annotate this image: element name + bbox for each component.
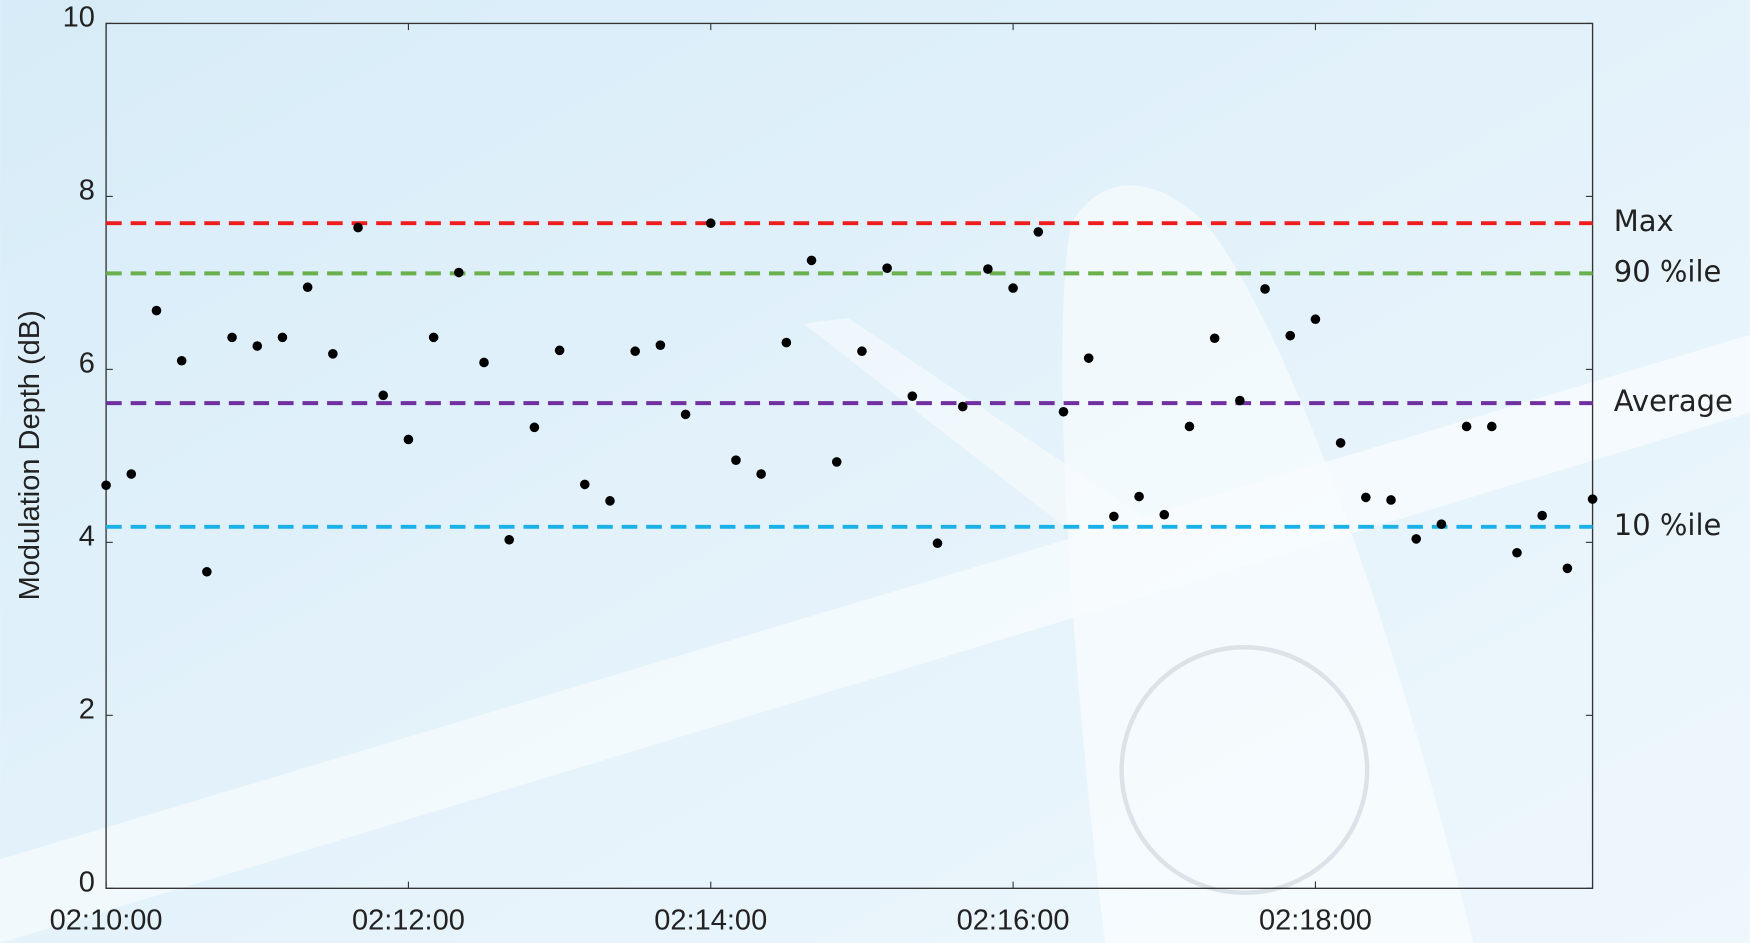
data-point — [630, 346, 640, 357]
data-point — [857, 346, 867, 357]
data-point — [907, 391, 918, 401]
x-tick-label: 02:12:00 — [352, 904, 465, 936]
data-point — [1109, 511, 1119, 522]
y-tick-label: 2 — [79, 694, 95, 726]
data-point — [1134, 491, 1144, 502]
data-point — [983, 264, 993, 274]
x-tick-label: 02:18:00 — [1259, 904, 1372, 936]
data-point — [1184, 421, 1195, 432]
reference-label: 90 %ile — [1614, 254, 1722, 288]
data-point — [1033, 227, 1044, 237]
data-point — [202, 566, 212, 577]
data-point — [151, 305, 162, 316]
y-tick-label: 6 — [79, 348, 95, 380]
data-point — [731, 455, 741, 465]
y-tick-label: 4 — [79, 521, 95, 553]
data-point — [781, 337, 792, 348]
data-point — [176, 355, 187, 366]
data-point — [302, 282, 313, 293]
data-point — [1310, 314, 1321, 325]
data-point — [378, 390, 389, 401]
data-point — [1436, 519, 1447, 530]
data-point — [932, 538, 943, 549]
data-point — [479, 357, 489, 368]
data-point — [1562, 563, 1573, 574]
data-point — [277, 332, 288, 343]
data-point — [1537, 510, 1547, 521]
data-point — [1083, 353, 1094, 363]
x-tick-label: 02:10:00 — [50, 904, 163, 936]
x-tick-label: 02:14:00 — [654, 904, 767, 936]
data-point — [428, 332, 439, 343]
data-point — [1461, 421, 1472, 432]
plot-frame — [105, 22, 1594, 889]
data-point — [1386, 495, 1396, 505]
data-point — [957, 401, 968, 412]
data-point — [1587, 494, 1598, 504]
data-point — [1235, 395, 1245, 406]
data-point — [554, 345, 565, 356]
data-point — [605, 496, 615, 506]
turbine-backdrop — [0, 185, 1750, 943]
reference-label: Average — [1614, 384, 1733, 418]
data-point — [831, 457, 842, 467]
data-point — [353, 222, 363, 233]
x-tick-label: 02:16:00 — [957, 904, 1070, 936]
data-point — [1486, 421, 1497, 432]
data-point — [403, 434, 414, 445]
data-point — [806, 255, 817, 266]
data-point — [882, 263, 892, 273]
y-tick-label: 10 — [63, 2, 95, 34]
data-point — [1285, 330, 1296, 341]
y-tick-label: 0 — [79, 867, 95, 899]
data-point — [529, 422, 540, 433]
data-point — [126, 469, 137, 479]
data-point — [1008, 283, 1018, 293]
data-point — [680, 409, 691, 420]
reference-label: 10 %ile — [1614, 508, 1722, 542]
data-point — [1335, 438, 1346, 448]
data-point — [504, 534, 515, 545]
reference-label: Max — [1614, 204, 1674, 238]
y-axis-label: Modulation Depth (dB) — [14, 310, 46, 600]
data-point — [252, 341, 263, 351]
data-point — [1512, 547, 1522, 558]
data-point — [655, 340, 666, 350]
y-tick-label: 8 — [79, 175, 95, 207]
data-point — [756, 469, 766, 479]
data-point — [1209, 333, 1220, 344]
data-point — [1058, 406, 1069, 417]
data-point — [1159, 509, 1170, 520]
data-point — [227, 332, 237, 343]
data-point — [705, 218, 716, 229]
data-point — [454, 267, 464, 278]
data-point — [579, 479, 590, 490]
data-point — [1260, 284, 1270, 294]
data-point — [101, 480, 111, 491]
data-point — [1411, 534, 1422, 544]
data-point — [1361, 492, 1371, 503]
data-point — [328, 349, 338, 359]
